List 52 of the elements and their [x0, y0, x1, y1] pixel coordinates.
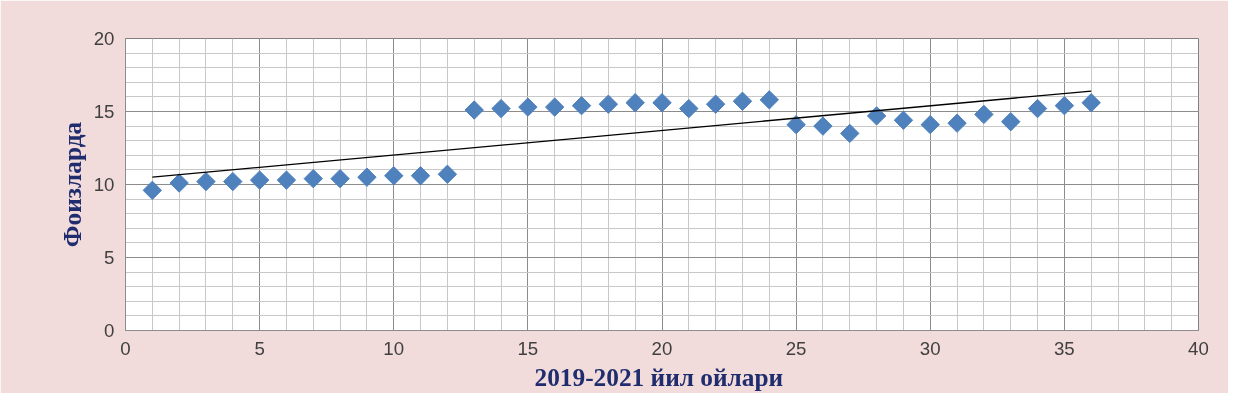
y-tick-label: 10 — [93, 174, 115, 195]
point — [759, 90, 779, 110]
point — [652, 93, 672, 113]
point — [893, 110, 914, 130]
point — [786, 114, 806, 135]
point — [840, 123, 860, 144]
x-tick-label: 5 — [254, 337, 265, 359]
point — [491, 98, 511, 119]
y-tick-label: 20 — [93, 28, 115, 49]
point — [410, 166, 431, 186]
x-tick-label: 40 — [1188, 337, 1209, 359]
x-tick-label: 20 — [651, 337, 673, 359]
point — [1027, 98, 1048, 119]
y-tick-label: 5 — [104, 247, 115, 268]
point — [357, 167, 377, 187]
point — [598, 94, 619, 114]
point — [303, 168, 323, 189]
y-tick-label: 0 — [104, 320, 115, 341]
point — [223, 171, 243, 192]
y-tick-label: 15 — [93, 101, 115, 122]
point — [625, 93, 645, 113]
x-tick-label: 15 — [517, 337, 539, 359]
point — [1001, 112, 1021, 132]
x-tick-label: 10 — [383, 337, 405, 359]
point — [679, 98, 699, 119]
point — [920, 114, 940, 135]
x-tick-label: 35 — [1054, 337, 1075, 359]
point — [169, 173, 189, 193]
x-tick-label: 30 — [919, 337, 941, 359]
point — [518, 97, 538, 117]
point — [384, 166, 404, 186]
point — [947, 113, 967, 133]
point — [142, 180, 163, 201]
point — [571, 95, 592, 116]
point — [866, 106, 887, 126]
point — [437, 164, 458, 184]
point — [276, 170, 297, 190]
point — [732, 91, 753, 111]
point — [464, 100, 484, 120]
x-tick-label: 25 — [785, 337, 807, 359]
y-axis-title: Фоизларда — [57, 121, 86, 248]
point — [1081, 93, 1101, 113]
point — [813, 116, 833, 136]
point — [1054, 95, 1075, 116]
point — [196, 171, 216, 192]
point — [705, 94, 726, 114]
point — [249, 170, 270, 190]
point — [330, 168, 350, 189]
point — [974, 104, 994, 125]
point — [545, 97, 565, 117]
x-axis-title: 2019-2021 йил ойлари — [534, 362, 784, 391]
x-tick-label: 0 — [120, 337, 131, 359]
